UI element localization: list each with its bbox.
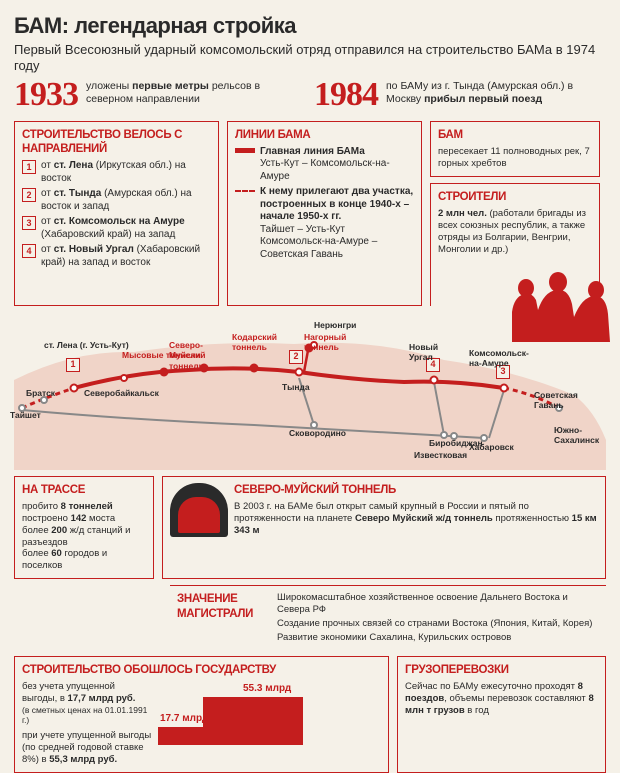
tunnel-icon — [170, 483, 228, 537]
chart-label-1: 17.7 млрд — [160, 713, 208, 726]
direction-item: 1 от ст. Лена (Иркутская обл.) на восток — [22, 160, 211, 185]
year-1984: 1984 — [314, 80, 378, 111]
year-1933: 1933 — [14, 80, 78, 111]
trasse-box: На трассе пробито 8 тоннелей построено 1… — [14, 476, 154, 580]
tunnel-box: Северо-Муйский тоннель В 2003 г. на БАМе… — [162, 476, 606, 580]
importance-item: Широкомасштабное хозяйственное освоение … — [277, 592, 599, 616]
cost-box: Строительство обошлось государству без у… — [14, 656, 389, 773]
year-row: 1933 уложены первые метры рельсов в севе… — [14, 80, 606, 111]
importance-row: Значение магистрали Широкомасштабное хоз… — [14, 585, 606, 652]
map-marker-2: 2 — [289, 350, 303, 364]
directions-title: Строительство велось с направлений — [22, 128, 211, 157]
year-1984-desc: по БАМу из г. Тында (Амурская обл.) в Мо… — [386, 80, 606, 105]
cost-chart: 17.7 млрд 55.3 млрд — [158, 685, 381, 745]
lines-title: Линии БАМа — [235, 128, 414, 142]
direction-item: 4 от ст. Новый Ургал (Хабаровский край) … — [22, 244, 211, 269]
chart-bar-2 — [203, 697, 303, 745]
lines-box: Линии БАМа Главная линия БАМаУсть-Кут – … — [227, 121, 422, 306]
solid-line-icon — [235, 148, 255, 153]
map-marker-1: 1 — [66, 358, 80, 372]
year-1933-desc: уложены первые метры рельсов в северном … — [86, 80, 306, 105]
legend-main: Главная линия БАМаУсть-Кут – Комсомольск… — [235, 146, 414, 184]
importance-item: Развитие экономики Сахалина, Курильских … — [277, 632, 599, 644]
subtitle: Первый Всесоюзный ударный комсомольский … — [14, 42, 606, 75]
direction-item: 3 от ст. Комсомольск на Амуре (Хабаровск… — [22, 216, 211, 241]
legend-adj: К нему прилегают два участка, построенны… — [235, 186, 414, 261]
middle-row: На трассе пробито 8 тоннелей построено 1… — [14, 476, 606, 580]
chart-label-2: 55.3 млрд — [243, 683, 291, 696]
direction-item: 2 от ст. Тында (Амурская обл.) на восток… — [22, 188, 211, 213]
dashed-line-icon — [235, 190, 255, 192]
importance-item: Создание прочных связей со странами Вост… — [277, 618, 599, 630]
directions-box: Строительство велось с направлений 1 от … — [14, 121, 219, 306]
bam-box: БАМ пересекает 11 полноводных рек, 7 гор… — [430, 121, 600, 177]
importance-box: Значение магистрали Широкомасштабное хоз… — [170, 585, 606, 652]
freight-box: Грузоперевозки Сейчас по БАМу ежесуточно… — [397, 656, 606, 773]
bottom-row: Строительство обошлось государству без у… — [14, 656, 606, 773]
title: БАМ: легендарная стройка — [14, 12, 606, 40]
route-map: 1 2 3 4 ст. Лена (г. Усть-Кут) Братск Та… — [14, 310, 606, 470]
